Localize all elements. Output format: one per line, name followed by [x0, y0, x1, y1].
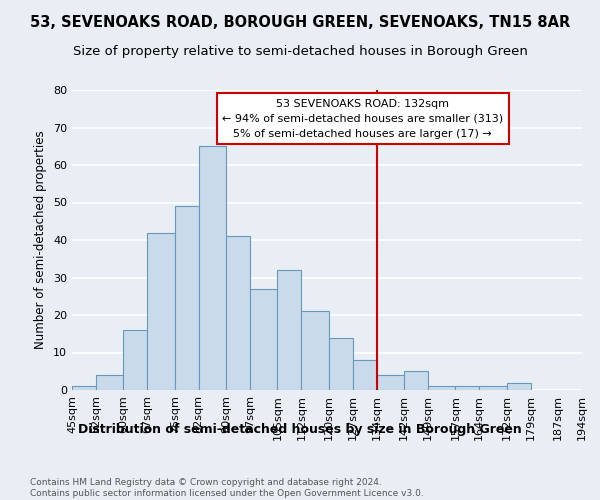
Bar	[428, 386, 455, 390]
Bar	[329, 338, 353, 390]
Text: 53, SEVENOAKS ROAD, BOROUGH GREEN, SEVENOAKS, TN15 8AR: 53, SEVENOAKS ROAD, BOROUGH GREEN, SEVEN…	[30, 15, 570, 30]
Bar	[404, 371, 428, 390]
Bar	[353, 360, 377, 390]
Bar	[175, 206, 199, 390]
Bar	[72, 386, 96, 390]
Bar	[479, 386, 506, 390]
Bar	[301, 311, 329, 390]
Text: 53 SEVENOAKS ROAD: 132sqm
← 94% of semi-detached houses are smaller (313)
5% of : 53 SEVENOAKS ROAD: 132sqm ← 94% of semi-…	[222, 99, 503, 138]
Bar	[377, 375, 404, 390]
Bar	[148, 232, 175, 390]
Text: Distribution of semi-detached houses by size in Borough Green: Distribution of semi-detached houses by …	[78, 422, 522, 436]
Bar	[96, 375, 124, 390]
Bar	[277, 270, 301, 390]
Bar	[124, 330, 148, 390]
Text: Size of property relative to semi-detached houses in Borough Green: Size of property relative to semi-detach…	[73, 45, 527, 58]
Bar	[199, 146, 226, 390]
Bar	[226, 236, 250, 390]
Y-axis label: Number of semi-detached properties: Number of semi-detached properties	[34, 130, 47, 350]
Bar	[506, 382, 530, 390]
Bar	[455, 386, 479, 390]
Bar	[250, 289, 277, 390]
Text: Contains HM Land Registry data © Crown copyright and database right 2024.
Contai: Contains HM Land Registry data © Crown c…	[30, 478, 424, 498]
